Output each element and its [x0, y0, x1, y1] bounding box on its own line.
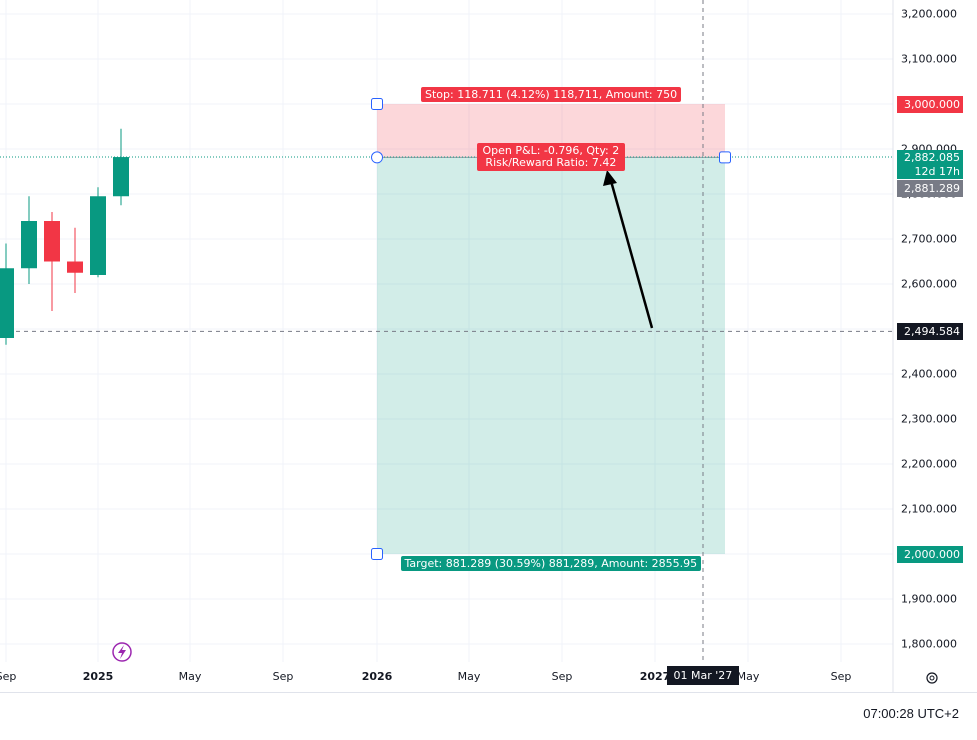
y-tick-label: 2,200.000	[901, 457, 957, 471]
countdown-label: 12d 17h	[897, 164, 963, 179]
y-tick-label: 2,400.000	[901, 367, 957, 381]
pnl-info-tag: Open P&L: -0.796, Qty: 2 Risk/Reward Rat…	[476, 143, 626, 171]
candle-body	[0, 268, 14, 338]
y-tick-label: 1,800.000	[901, 637, 957, 651]
stop-info-tag: Stop: 118.711 (4.12%) 118,711, Amount: 7…	[421, 87, 682, 102]
crosshair-date-label: 01 Mar '27	[666, 666, 740, 685]
stop-price-label: 3,000.000	[897, 96, 963, 113]
y-tick-label: 2,700.000	[901, 232, 957, 246]
entry-handle	[371, 151, 383, 164]
target-price-label: 2,000.000	[897, 546, 963, 563]
x-tick-label: Sep	[0, 670, 17, 683]
x-tick-label: May	[457, 670, 481, 683]
x-tick-label: Sep	[272, 670, 294, 683]
y-tick-label: 2,100.000	[901, 502, 957, 516]
candles	[0, 128, 129, 345]
x-tick-label: Sep	[830, 670, 852, 683]
resize-handle	[371, 548, 383, 560]
crosshair-price-label: 2,494.584	[897, 323, 963, 341]
y-tick-label: 3,100.000	[901, 52, 957, 66]
y-tick-label: 1,900.000	[901, 592, 957, 606]
gear-icon[interactable]	[926, 672, 938, 684]
x-tick-label: May	[178, 670, 202, 683]
candle-body	[21, 221, 37, 269]
x-tick-label: May	[736, 670, 760, 683]
bottom-toolbar: 07:00:28 UTC+2	[0, 692, 977, 740]
risk-reward-text: Risk/Reward Ratio: 7.42	[485, 156, 617, 169]
clock[interactable]: 07:00:28 UTC+2	[863, 706, 959, 721]
flash-icon[interactable]	[112, 642, 132, 662]
resize-handle	[371, 98, 383, 110]
resize-handle	[719, 151, 731, 164]
candle-body	[113, 157, 129, 197]
candle-body	[44, 221, 60, 262]
entry-price-label: 2,881.289	[897, 180, 963, 197]
position-handles[interactable]	[371, 98, 731, 560]
arrow-head	[603, 170, 617, 186]
chart-area[interactable]	[0, 0, 977, 692]
arrow-annotation[interactable]	[609, 180, 654, 329]
x-tick-label: 2025	[82, 670, 114, 683]
current-price-label: 2,882.085	[897, 150, 963, 165]
x-tick-label: 2027	[639, 670, 671, 683]
candle-body	[67, 261, 83, 273]
target-info-tag: Target: 881.289 (30.59%) 881,289, Amount…	[400, 556, 702, 571]
target-zone[interactable]	[377, 157, 725, 554]
candle-body	[90, 196, 106, 275]
x-tick-label: Sep	[551, 670, 573, 683]
x-tick-label: 2026	[361, 670, 393, 683]
pnl-text: Open P&L: -0.796, Qty: 2	[482, 144, 620, 157]
y-tick-label: 2,600.000	[901, 277, 957, 291]
y-tick-label: 3,200.000	[901, 7, 957, 21]
y-tick-label: 2,300.000	[901, 412, 957, 426]
